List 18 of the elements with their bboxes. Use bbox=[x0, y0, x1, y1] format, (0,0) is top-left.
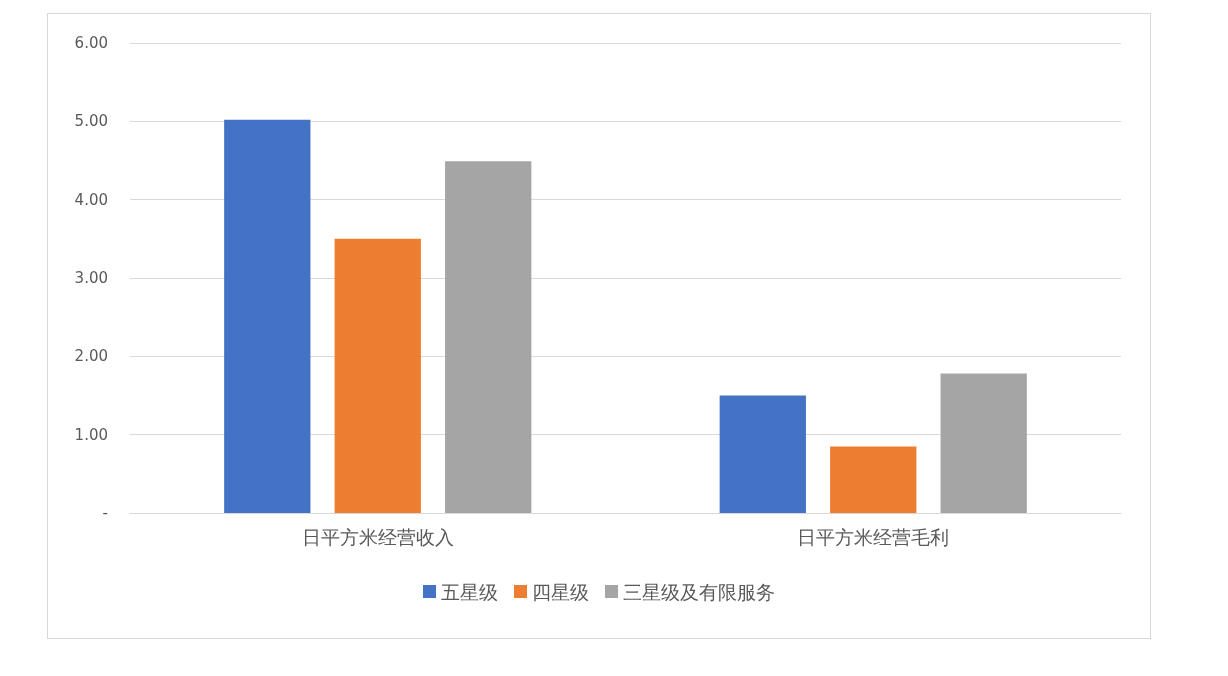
y-tick-label: 2.00 bbox=[74, 347, 108, 366]
bar bbox=[830, 446, 917, 513]
legend-label: 五星级 bbox=[441, 580, 498, 603]
y-tick-label: 1.00 bbox=[74, 425, 108, 444]
bar bbox=[940, 373, 1027, 513]
bar bbox=[719, 395, 806, 513]
legend-label: 三星级及有限服务 bbox=[623, 580, 775, 603]
bar bbox=[224, 119, 311, 513]
x-tick-label: 日平方米经营收入 bbox=[301, 525, 454, 548]
y-tick-label: 6.00 bbox=[74, 34, 108, 52]
y-tick-label: 5.00 bbox=[74, 112, 108, 131]
y-tick-label: - bbox=[102, 504, 108, 522]
bar bbox=[334, 238, 421, 513]
legend-label: 四星级 bbox=[532, 580, 589, 603]
y-tick-label: 3.00 bbox=[74, 269, 108, 287]
y-tick-label: 4.00 bbox=[74, 190, 108, 209]
x-tick-label: 日平方米经营毛利 bbox=[797, 525, 950, 548]
bar bbox=[445, 161, 532, 513]
